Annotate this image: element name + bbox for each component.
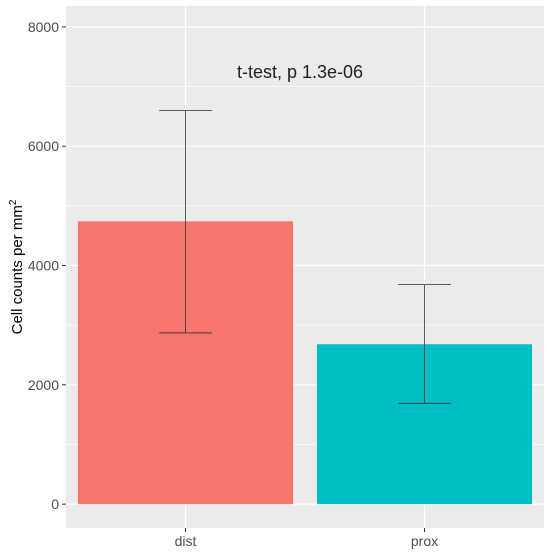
x-tick-label-dist: dist <box>175 533 197 549</box>
x-axis: dist prox <box>175 528 438 549</box>
y-axis-title: Cell counts per mm2 <box>8 199 26 334</box>
error-bar-dist <box>159 110 212 334</box>
x-tick-label-prox: prox <box>411 533 438 549</box>
y-axis: 0 2000 4000 6000 8000 <box>28 19 66 512</box>
y-tick-label-6000: 6000 <box>28 138 59 154</box>
y-axis-title-text: Cell counts per mm <box>9 205 26 334</box>
y-tick-label-0: 0 <box>51 496 59 512</box>
error-bar-prox <box>398 284 451 404</box>
chart-annotation: t-test, p 1.3e-06 <box>237 62 363 82</box>
y-tick-label-8000: 8000 <box>28 19 59 35</box>
y-axis-title-superscript: 2 <box>8 199 19 205</box>
y-tick-label-4000: 4000 <box>28 258 59 274</box>
error-bars <box>159 110 451 404</box>
y-tick-label-2000: 2000 <box>28 377 59 393</box>
